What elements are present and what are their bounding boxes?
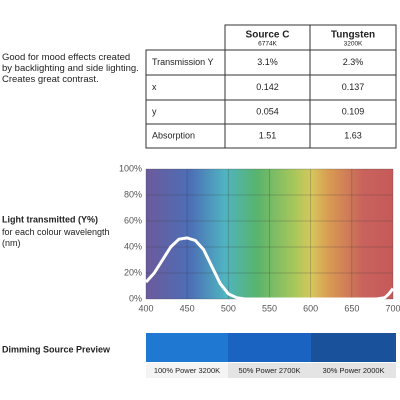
description-box: Good for mood effects created by backlig… bbox=[2, 52, 139, 85]
subtitle-box: for each colour wavelength (nm) bbox=[2, 227, 110, 248]
x-tick-label: 700 bbox=[385, 303, 400, 313]
x-tick-label: 650 bbox=[344, 303, 359, 313]
y-tick-label: 0% bbox=[129, 293, 142, 303]
swatch-label-bg bbox=[228, 363, 311, 378]
cell-text: Absorption bbox=[152, 130, 195, 140]
swatch-label-bg bbox=[146, 363, 228, 378]
dimming-title: Dimming Source Preview bbox=[2, 344, 111, 354]
y-tick-label: 100% bbox=[119, 163, 142, 173]
swatch-label-bg bbox=[311, 363, 396, 378]
y-tick-label: 80% bbox=[124, 189, 142, 199]
cell-text: 0.109 bbox=[342, 106, 365, 116]
cell bbox=[145, 123, 226, 149]
swatch bbox=[311, 333, 396, 362]
chart-title: Light transmitted (Y%) bbox=[2, 214, 98, 224]
dimming: 100% Power 3200K 50% Power 2700K 30% Power… bbox=[146, 333, 396, 378]
spectrum bbox=[146, 169, 393, 299]
cell-text: 0.137 bbox=[342, 82, 365, 92]
column-temp: 3200K bbox=[344, 41, 363, 48]
column-name: Source C bbox=[246, 30, 290, 41]
cell bbox=[224, 99, 311, 125]
y-tick-label: 20% bbox=[124, 267, 142, 277]
header-cell bbox=[309, 24, 397, 51]
cell-text: 1.51 bbox=[259, 130, 277, 140]
column-name: Tungsten bbox=[331, 30, 375, 41]
cell-text: 0.142 bbox=[256, 82, 279, 92]
swatch-label: 50% Power 2700K bbox=[238, 366, 300, 375]
x-tick-label: 400 bbox=[138, 303, 153, 313]
x-tick-label: 600 bbox=[303, 303, 318, 313]
y-tick-label: 40% bbox=[124, 241, 142, 251]
cell bbox=[224, 74, 311, 101]
cell-text: Transmission Y bbox=[152, 57, 214, 67]
transmission-curve bbox=[144, 236, 395, 301]
swatch-label: 100% Power 3200K bbox=[154, 366, 220, 375]
cell-text: 3.1% bbox=[257, 57, 278, 67]
chart-subtitle: for each colour wavelength (nm) bbox=[2, 227, 110, 248]
column-temp: 6774K bbox=[258, 41, 277, 48]
cell bbox=[145, 99, 226, 125]
swatch bbox=[146, 333, 228, 362]
header-cell bbox=[224, 24, 311, 51]
cell-text: x bbox=[152, 82, 157, 92]
swatch bbox=[228, 333, 311, 362]
x-tick-label: 450 bbox=[180, 303, 195, 313]
description: Good for mood effects created by backlig… bbox=[2, 52, 139, 85]
x-tick-label: 500 bbox=[221, 303, 236, 313]
cell-text: 0.054 bbox=[256, 106, 279, 116]
x-tick-label: 550 bbox=[262, 303, 277, 313]
cell bbox=[145, 74, 226, 101]
cell-text: y bbox=[152, 106, 157, 116]
chart: 0% 20% 40% 60% 80% 100% 400 450 500 550 600 650 700 bbox=[119, 163, 400, 313]
y-tick-label: 60% bbox=[124, 215, 142, 225]
cell bbox=[309, 123, 397, 149]
cell-text: 2.3% bbox=[343, 57, 364, 67]
cell-text: 1.63 bbox=[344, 130, 362, 140]
swatch-label: 30% Power 2000K bbox=[322, 366, 384, 375]
